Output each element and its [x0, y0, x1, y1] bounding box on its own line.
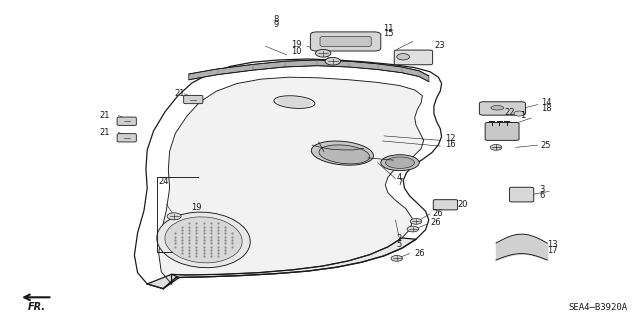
Circle shape [316, 49, 331, 57]
Ellipse shape [319, 145, 370, 164]
FancyBboxPatch shape [320, 36, 371, 47]
Text: 26: 26 [430, 218, 441, 227]
Text: 8: 8 [274, 15, 279, 24]
Text: 13: 13 [547, 241, 558, 249]
Circle shape [397, 54, 410, 60]
FancyBboxPatch shape [433, 200, 458, 210]
Text: 2: 2 [397, 234, 402, 243]
FancyBboxPatch shape [310, 32, 381, 51]
Text: 20: 20 [458, 200, 468, 209]
Text: 3: 3 [539, 185, 544, 194]
Ellipse shape [381, 155, 419, 171]
Text: 21: 21 [100, 111, 110, 120]
Text: 18: 18 [541, 104, 552, 113]
FancyBboxPatch shape [184, 95, 203, 104]
Text: SEA4–B3920A: SEA4–B3920A [568, 303, 627, 312]
Text: 11: 11 [383, 24, 393, 33]
Ellipse shape [311, 141, 374, 165]
Text: 26: 26 [432, 209, 443, 218]
Ellipse shape [157, 212, 250, 268]
Text: 5: 5 [397, 240, 402, 249]
Polygon shape [163, 238, 416, 289]
Circle shape [410, 219, 422, 224]
Text: 17: 17 [547, 246, 558, 255]
FancyBboxPatch shape [509, 187, 534, 202]
Text: 21: 21 [100, 128, 110, 137]
Text: 23: 23 [434, 41, 445, 50]
FancyBboxPatch shape [117, 134, 136, 142]
Text: 10: 10 [292, 47, 302, 56]
Text: 15: 15 [383, 29, 393, 38]
Text: 26: 26 [415, 249, 426, 258]
FancyBboxPatch shape [479, 102, 525, 115]
Text: 12: 12 [445, 134, 455, 143]
Ellipse shape [385, 157, 415, 168]
Text: FR.: FR. [28, 302, 46, 312]
FancyBboxPatch shape [485, 122, 519, 140]
Ellipse shape [277, 97, 312, 108]
Text: 9: 9 [274, 20, 279, 29]
FancyBboxPatch shape [117, 117, 136, 125]
FancyBboxPatch shape [394, 50, 433, 65]
Text: 6: 6 [539, 191, 544, 200]
Text: 25: 25 [541, 141, 551, 150]
Text: 1: 1 [520, 111, 525, 120]
Circle shape [514, 111, 524, 116]
Polygon shape [147, 274, 179, 289]
Text: 7: 7 [397, 178, 402, 187]
Text: 16: 16 [445, 140, 456, 149]
Text: 19: 19 [292, 40, 302, 48]
Text: 19: 19 [191, 203, 201, 212]
Text: 21: 21 [174, 89, 184, 98]
Text: 4: 4 [397, 173, 402, 182]
Circle shape [490, 145, 502, 150]
Circle shape [407, 226, 419, 232]
Text: 22: 22 [504, 108, 515, 117]
Ellipse shape [165, 217, 242, 263]
Text: 14: 14 [541, 98, 551, 107]
Polygon shape [159, 77, 424, 284]
Circle shape [325, 57, 340, 65]
Circle shape [391, 256, 403, 261]
Text: 24: 24 [159, 177, 169, 186]
Circle shape [167, 213, 181, 220]
Ellipse shape [491, 106, 504, 110]
Polygon shape [189, 60, 429, 82]
